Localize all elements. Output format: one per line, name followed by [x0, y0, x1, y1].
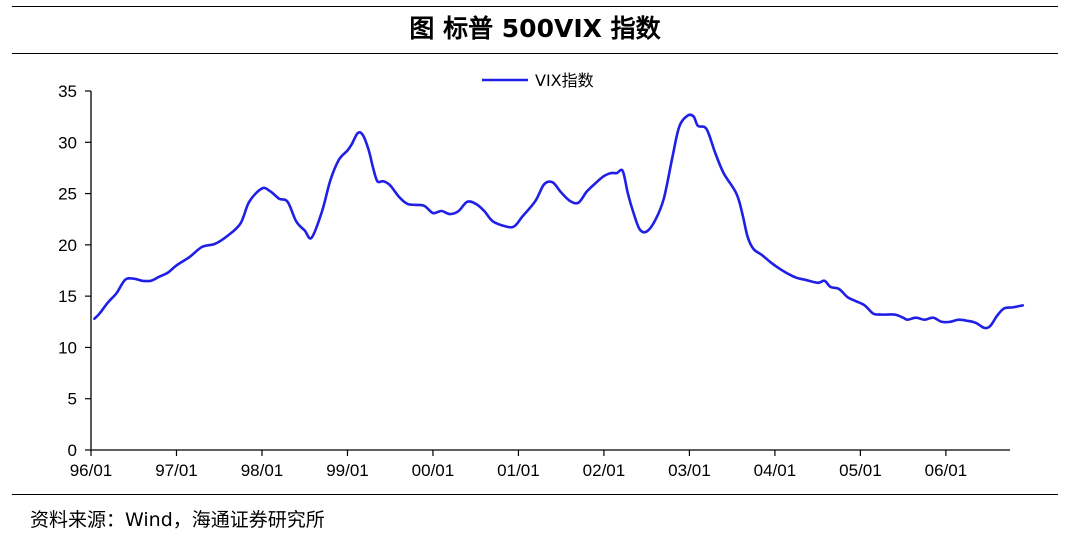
x-tick-label: 05/01: [839, 461, 882, 480]
x-tick-label: 97/01: [155, 461, 198, 480]
source-note: 资料来源：Wind，海通证券研究所: [30, 509, 325, 531]
x-tick-label: 06/01: [925, 461, 968, 480]
legend-label: VIX指数: [535, 71, 594, 90]
x-axis: 96/01 97/01 98/01 99/01 00/01 01/01 02/01 03/01…: [70, 449, 1010, 480]
bottom-rule: [12, 494, 1058, 495]
y-tick-label: 25: [58, 185, 77, 204]
x-tick-label: 96/01: [70, 461, 113, 480]
y-tick-label: 30: [58, 133, 77, 152]
top-rule: [12, 6, 1058, 7]
y-tick-label: 20: [58, 236, 77, 255]
vix-line-chart: 0 5 10 15 20 25 30 35 96/01 97/01 98/01 99/01 00/01…: [58, 71, 1025, 480]
y-tick-label: 35: [58, 82, 77, 101]
x-tick-label: 00/01: [412, 461, 455, 480]
x-tick-label: 98/01: [241, 461, 284, 480]
y-axis: 0 5 10 15 20 25 30 35: [58, 82, 92, 460]
figure-title: 图 标普 500VIX 指数: [409, 14, 661, 43]
title-rule: [12, 53, 1058, 54]
y-tick-label: 5: [68, 390, 77, 409]
x-tick-label: 03/01: [668, 461, 711, 480]
x-tick-label: 04/01: [754, 461, 797, 480]
x-tick-label: 02/01: [583, 461, 626, 480]
series-line-vix: [93, 113, 1025, 330]
series-layer: [93, 113, 1025, 330]
y-tick-label: 10: [58, 338, 77, 357]
legend: VIX指数: [482, 71, 594, 90]
y-tick-label: 0: [68, 441, 77, 460]
y-tick-label: 15: [58, 287, 77, 306]
x-tick-label: 01/01: [497, 461, 540, 480]
x-tick-label: 99/01: [326, 461, 369, 480]
